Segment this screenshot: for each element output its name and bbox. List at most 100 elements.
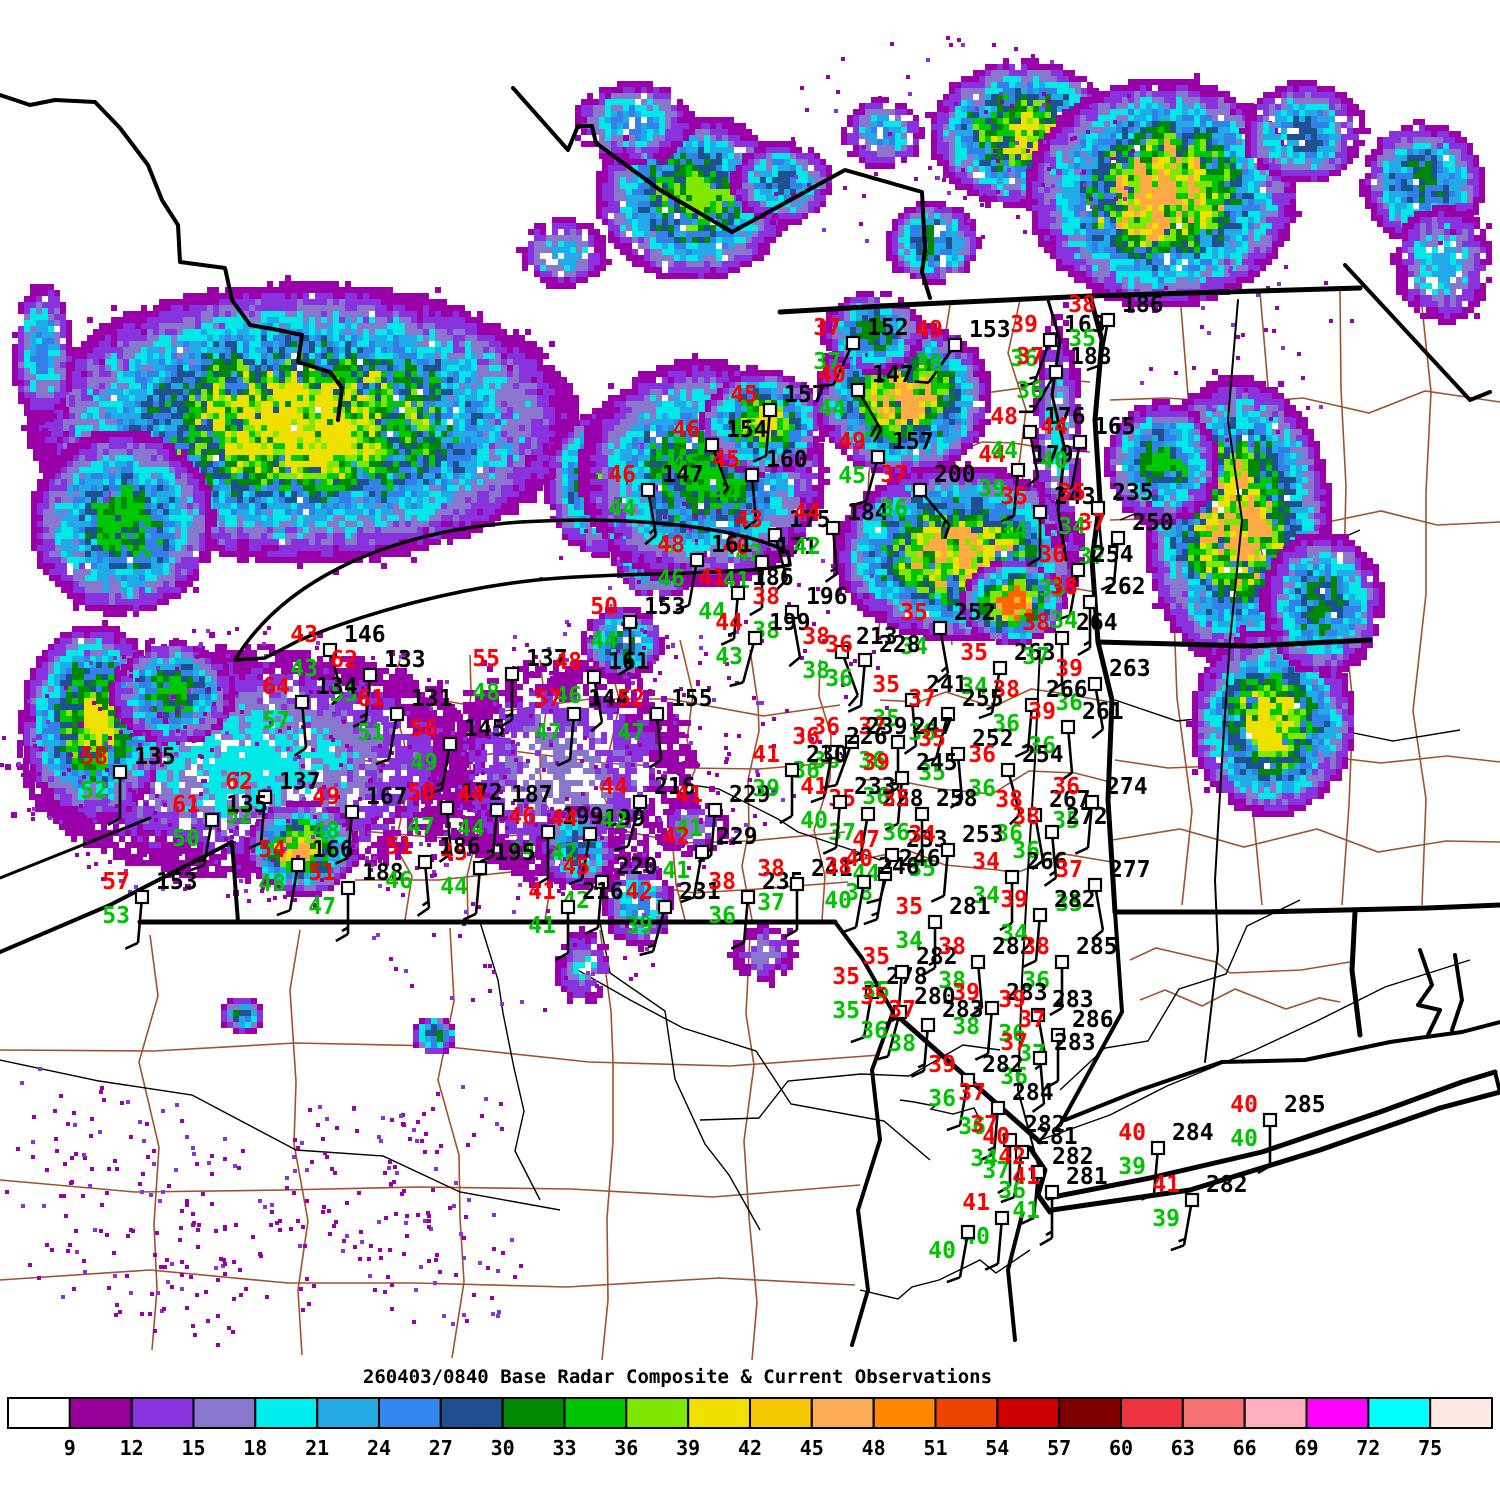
colorbar-cell (996, 1397, 1061, 1429)
station-marker (857, 652, 873, 668)
station-marker (344, 804, 360, 820)
dewpoint-value: 36 (1000, 1064, 1028, 1090)
wind-barb (651, 906, 667, 952)
station-plot: 48 46 161 (657, 532, 753, 612)
wind-barb (986, 1007, 994, 1054)
station-marker (860, 806, 876, 822)
station-marker (472, 860, 488, 876)
station-marker (890, 734, 906, 750)
dewpoint-value: 35 (862, 978, 890, 1004)
station-marker (864, 984, 880, 1000)
dewpoint-value: 40 (800, 808, 828, 834)
station-marker (970, 954, 986, 970)
wind-barb (1034, 914, 1042, 961)
dewpoint-value: 46 (554, 683, 582, 709)
wind-barb (858, 813, 870, 860)
wind-barb (835, 741, 854, 786)
wind-barb (822, 751, 834, 798)
dewpoint-value: 35 (832, 998, 860, 1024)
colorbar-tick-label: 63 (1171, 1436, 1195, 1460)
station-marker (694, 844, 710, 860)
colorbar-cell (501, 1397, 566, 1429)
dewpoint-value: 57 (262, 708, 290, 734)
pressure-value: 146 (344, 622, 386, 648)
station-marker (994, 1210, 1010, 1226)
temperature-value: 39 (1000, 887, 1028, 913)
temperature-value: 61 (172, 792, 200, 818)
dewpoint-value: 44 (440, 874, 468, 900)
temperature-value: 46 (672, 417, 700, 443)
pressure-value: 282 (1024, 1112, 1066, 1138)
dewpoint-value: 44 (457, 816, 485, 842)
wind-barb (992, 1107, 1000, 1154)
station-marker (740, 889, 756, 905)
pressure-value: 250 (1132, 510, 1174, 536)
temperature-value: 37 (958, 1080, 986, 1106)
pressure-value: 229 (716, 824, 758, 850)
temperature-value: 38 (1022, 610, 1050, 636)
wind-barb (790, 611, 802, 658)
dewpoint-value: 38 (938, 968, 966, 994)
radar-speckle-field (367, 1181, 523, 1326)
pressure-value: 254 (1092, 542, 1134, 568)
wind-barb (956, 753, 964, 800)
dewpoint-value: 48 (258, 871, 286, 897)
colorbar-tick-label: 18 (243, 1436, 267, 1460)
station-marker (632, 794, 648, 810)
station-marker (789, 876, 805, 892)
pressure-value: 254 (1022, 742, 1064, 768)
wind-barb (440, 743, 452, 790)
dewpoint-value: 40 (928, 1238, 956, 1264)
dewpoint-value: 44 (990, 438, 1018, 464)
temperature-value: 61 (357, 686, 385, 712)
station-marker (1044, 1184, 1060, 1200)
station-marker (1032, 1050, 1048, 1066)
dewpoint-value: 36 (958, 1114, 986, 1140)
colorbar-tick-label: 66 (1233, 1436, 1257, 1460)
pressure-value: 229 (729, 782, 771, 808)
dewpoint-value: 36 (1055, 690, 1083, 716)
station-plot: 57 53 153 (102, 869, 198, 950)
pressure-value: 220 (616, 854, 658, 880)
station-marker (754, 554, 770, 570)
wind-barb (328, 649, 344, 695)
pressure-value: 281 (949, 894, 991, 920)
station-marker (1042, 332, 1058, 348)
station-marker (1004, 869, 1020, 885)
dewpoint-value: 40 (1040, 448, 1068, 474)
station-plot: 37 36 200 (880, 462, 976, 539)
pressure-value: 135 (134, 744, 176, 770)
station-plot: 36 36 228 (825, 632, 921, 713)
radar-blob (730, 141, 832, 225)
wind-barb (1033, 339, 1052, 384)
wind-barb (958, 1231, 970, 1278)
wind-barb (958, 1079, 970, 1126)
station-plot: 35 34 235 (1058, 480, 1154, 563)
pressure-value: 252 (972, 726, 1014, 752)
station-marker (730, 585, 746, 601)
temperature-value: 38 (824, 854, 852, 880)
temperature-value: 37 (813, 315, 841, 341)
station-marker (747, 630, 763, 646)
pressure-value: 188 (1070, 344, 1112, 370)
dewpoint-value: 49 (410, 750, 438, 776)
colorbar-tick-label: 39 (676, 1436, 700, 1460)
colorbar-tick-label: 24 (367, 1436, 391, 1460)
wind-barb (592, 676, 604, 723)
station-plot: 39 36 245 (862, 750, 958, 831)
pressure-value: 216 (654, 774, 696, 800)
colorbar-cell (7, 1397, 71, 1429)
station-plot: 46 44 147 (608, 462, 704, 546)
station-plot: 40 40 285 (1230, 1092, 1326, 1175)
dewpoint-value: 36 (992, 711, 1020, 737)
wind-barb (596, 881, 604, 928)
wind-barb (1098, 319, 1110, 366)
wind-barb (886, 1011, 902, 1057)
wind-barb (834, 801, 842, 848)
temperature-value: 36 (1038, 542, 1066, 568)
colorbar-cell (810, 1397, 875, 1429)
temperature-value: 44 (978, 442, 1006, 468)
station-marker (950, 746, 966, 762)
